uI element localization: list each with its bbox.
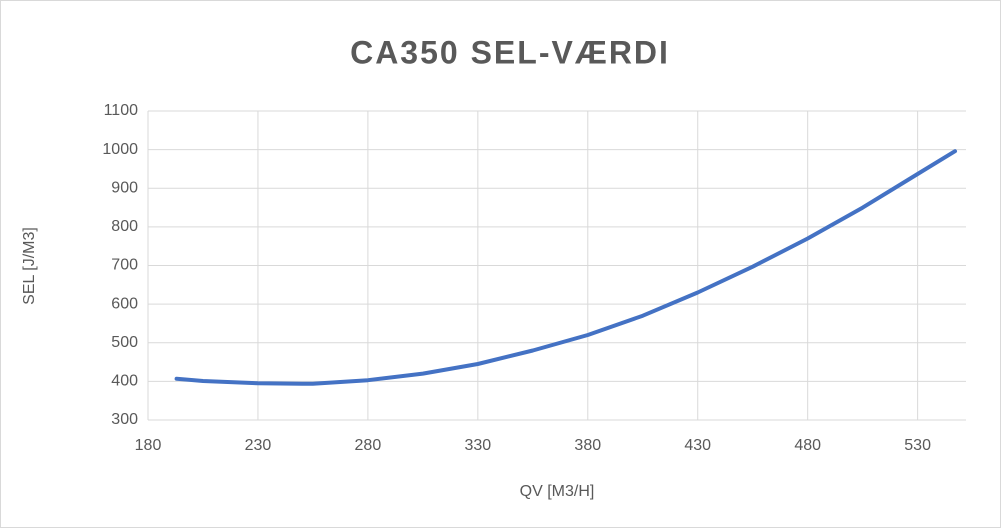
y-tick-label: 1000 xyxy=(102,141,138,158)
y-tick-label: 600 xyxy=(111,295,138,312)
y-tick-label: 500 xyxy=(111,334,138,351)
y-axis-label: SEL [J/M3] xyxy=(21,227,38,305)
x-tick-label: 430 xyxy=(684,437,711,454)
y-tick-label: 1100 xyxy=(104,102,139,119)
y-tick-label: 800 xyxy=(111,218,138,235)
y-tick-label: 900 xyxy=(111,179,138,196)
x-tick-label: 480 xyxy=(794,437,821,454)
x-tick-label: 230 xyxy=(245,437,272,454)
y-tick-label: 700 xyxy=(111,257,138,274)
y-tick-label: 400 xyxy=(111,373,138,390)
x-tick-label: 380 xyxy=(574,437,601,454)
y-tick-label: 300 xyxy=(111,411,138,428)
x-tick-label: 530 xyxy=(904,437,931,454)
x-tick-label: 330 xyxy=(464,437,491,454)
line-series xyxy=(174,149,957,386)
chart-title: CA350 SEL-VÆRDI xyxy=(350,34,670,70)
x-tick-label: 180 xyxy=(135,437,162,454)
x-tick-label: 280 xyxy=(355,437,382,454)
x-axis-label: QV [M3/H] xyxy=(520,483,595,500)
